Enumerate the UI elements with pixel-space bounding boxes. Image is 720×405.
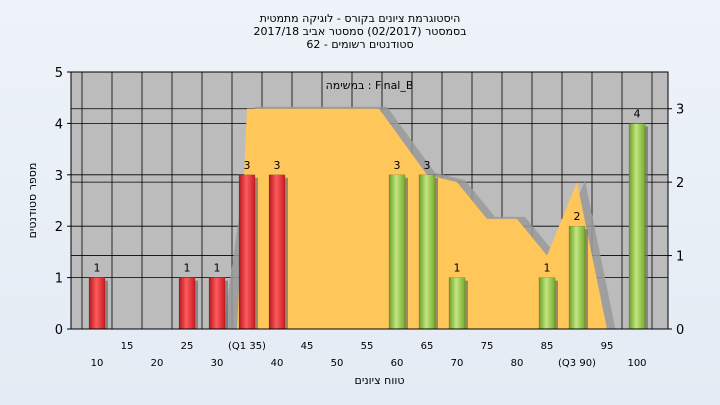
bar-value-label-85: 1 xyxy=(544,262,551,275)
x-tick-label-upper-1: 25 xyxy=(181,341,194,352)
bar-30 xyxy=(208,277,226,330)
bar-40 xyxy=(268,174,286,330)
x-tick-label-lower-8: (Q3 90) xyxy=(558,358,596,369)
x-tick-label-upper-3: 45 xyxy=(301,341,314,352)
bar-90 xyxy=(568,225,586,330)
x-tick-label-lower-2: 30 xyxy=(211,358,224,369)
x-tick-label-lower-6: 70 xyxy=(451,358,464,369)
x-tick-label-upper-4: 55 xyxy=(361,341,374,352)
bar-value-label-10: 1 xyxy=(94,262,101,275)
y-tick-label-2: 2 xyxy=(55,220,63,235)
plot-frame xyxy=(70,71,669,330)
y-tick-label-4: 4 xyxy=(55,117,63,132)
bar-value-label-100: 4 xyxy=(634,107,641,120)
bar-value-label-25: 1 xyxy=(184,262,191,275)
y-tick-label-1: 1 xyxy=(55,272,63,287)
bar-100 xyxy=(628,123,646,330)
chart-title-line-1: היסטוגרמת ציונים בקורס - לוגיקה מתמטית xyxy=(259,12,461,25)
x-tick-label-upper-0: 15 xyxy=(121,341,134,352)
x-tick-label-lower-4: 50 xyxy=(331,358,344,369)
bar-value-label-30: 1 xyxy=(214,262,221,275)
bar-value-label-90: 2 xyxy=(574,210,581,223)
x-axis-title: טווח ציונים xyxy=(355,374,405,387)
chart-title-line-2: בסמסטר (02/2017) סמסטר אביב 2017/18 xyxy=(253,25,467,38)
bar-value-label-40: 3 xyxy=(274,159,281,172)
x-tick-label-lower-1: 20 xyxy=(151,358,164,369)
y-tick-label-5: 5 xyxy=(55,66,63,81)
y2-tick-label-3: 3 xyxy=(676,103,684,118)
bar-value-label-35: 3 xyxy=(244,159,251,172)
y2-tick-label-1: 1 xyxy=(676,250,684,265)
bar-value-label-65: 3 xyxy=(424,159,431,172)
x-tick-label-upper-8: 95 xyxy=(601,341,614,352)
bar-70 xyxy=(448,277,466,330)
x-tick-label-lower-7: 80 xyxy=(511,358,524,369)
bar-value-label-60: 3 xyxy=(394,159,401,172)
inner-task-label: במשימה : Final_B xyxy=(326,79,414,92)
x-tick-label-lower-3: 40 xyxy=(271,358,284,369)
bar-25 xyxy=(178,277,196,330)
bar-65 xyxy=(418,174,436,330)
chart-title-line-3: סטודנטים רשומים - 62 xyxy=(306,38,414,51)
x-tick-label-upper-7: 85 xyxy=(541,341,554,352)
bar-85 xyxy=(538,277,556,330)
x-tick-label-lower-5: 60 xyxy=(391,358,404,369)
y2-tick-label-0: 0 xyxy=(676,323,684,338)
x-tick-label-upper-2: (Q1 35) xyxy=(228,341,266,352)
bar-60 xyxy=(388,174,406,330)
x-tick-label-upper-6: 75 xyxy=(481,341,494,352)
x-tick-label-lower-9: 100 xyxy=(627,358,646,369)
y2-tick-label-2: 2 xyxy=(676,176,684,191)
y-tick-label-3: 3 xyxy=(55,169,63,184)
y-tick-label-0: 0 xyxy=(55,323,63,338)
x-tick-label-lower-0: 10 xyxy=(91,358,104,369)
bar-value-label-70: 1 xyxy=(454,262,461,275)
bar-10 xyxy=(88,277,106,330)
bar-35 xyxy=(238,174,256,330)
x-tick-label-upper-5: 65 xyxy=(421,341,434,352)
y-axis-title: מספר סטודנטים xyxy=(26,163,39,239)
